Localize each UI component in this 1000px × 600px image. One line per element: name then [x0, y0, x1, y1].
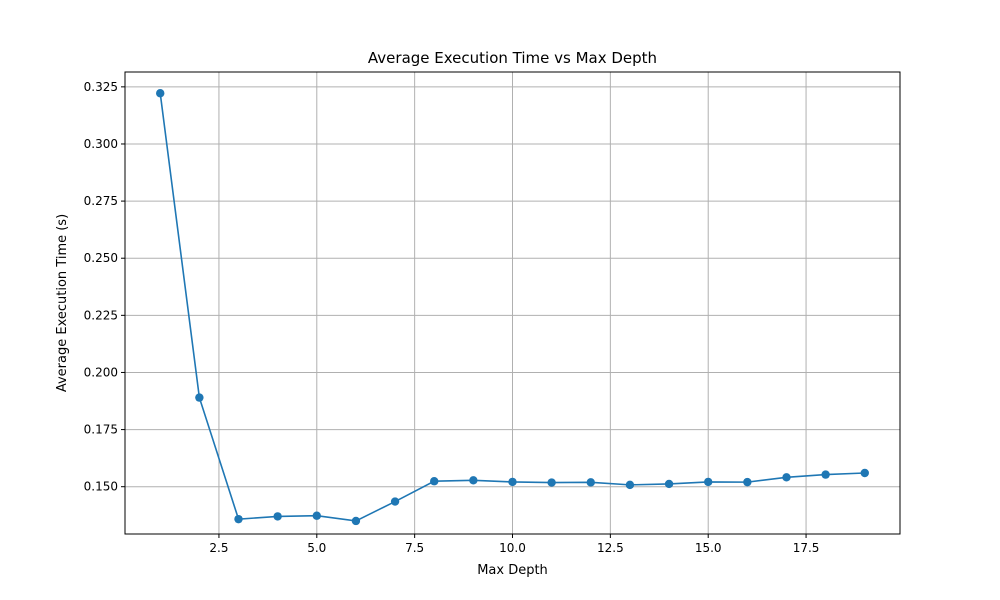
- data-point: [469, 476, 478, 485]
- data-point: [547, 478, 556, 487]
- data-point: [351, 516, 361, 526]
- y-tick-label: 0.250: [84, 251, 118, 265]
- x-tick-label: 2.5: [209, 541, 228, 555]
- data-series: [156, 89, 869, 526]
- data-point: [312, 511, 321, 520]
- data-point: [430, 477, 439, 486]
- data-point: [821, 470, 830, 479]
- axis-ticks: 2.5 5.0 7.5 10.0 12.5 15.0 17.5 0.150 0.175 0.200…: [84, 80, 820, 555]
- data-point: [156, 89, 165, 98]
- data-point: [860, 468, 869, 478]
- grid: [125, 72, 900, 534]
- y-tick-label: 0.325: [84, 80, 118, 94]
- data-point: [664, 479, 674, 489]
- data-point: [234, 514, 243, 524]
- data-point: [782, 473, 791, 482]
- x-tick-label: 5.0: [307, 541, 326, 555]
- x-tick-label: 12.5: [597, 541, 624, 555]
- x-tick-label: 17.5: [793, 541, 820, 555]
- data-point: [625, 480, 635, 490]
- data-point: [195, 393, 204, 402]
- chart-title: Average Execution Time vs Max Depth: [368, 49, 657, 67]
- data-point: [273, 512, 282, 521]
- x-tick-label: 7.5: [405, 541, 424, 555]
- data-point: [743, 477, 752, 487]
- y-axis-label: Average Execution Time (s): [55, 214, 70, 392]
- y-tick-label: 0.300: [84, 137, 118, 151]
- data-point: [508, 477, 517, 487]
- x-tick-label: 15.0: [695, 541, 722, 555]
- y-tick-label: 0.200: [84, 365, 118, 379]
- data-point: [586, 478, 595, 487]
- y-tick-label: 0.175: [84, 423, 118, 437]
- plot-area-frame: [124, 71, 901, 535]
- data-point: [390, 497, 400, 506]
- y-tick-label: 0.275: [84, 194, 118, 208]
- y-tick-label: 0.225: [84, 308, 118, 322]
- data-point: [704, 477, 713, 487]
- x-tick-label: 10.0: [499, 541, 526, 555]
- y-tick-label: 0.150: [84, 480, 118, 494]
- x-axis-label: Max Depth: [477, 563, 548, 578]
